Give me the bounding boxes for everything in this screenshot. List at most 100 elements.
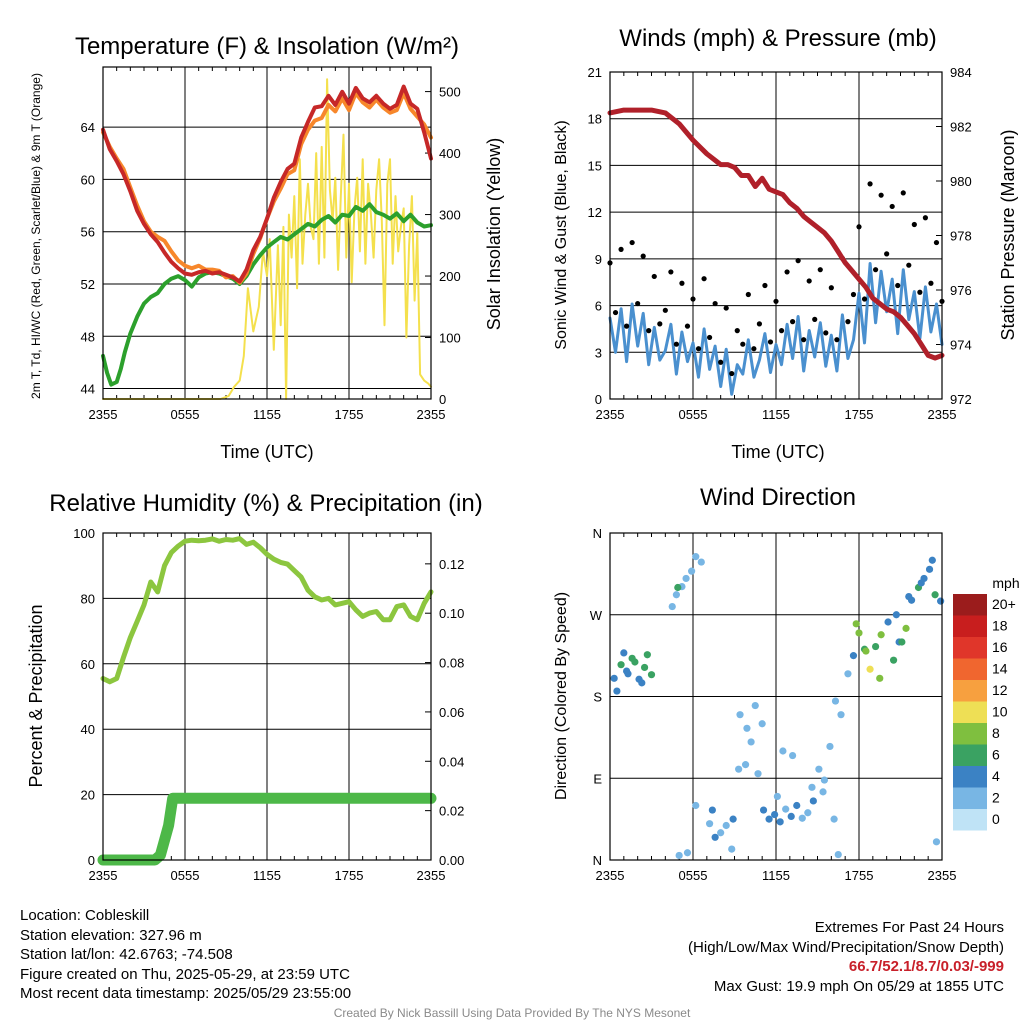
gust-point xyxy=(612,309,619,316)
y2-tick-label: 0.00 xyxy=(439,853,464,868)
insolation-series xyxy=(102,78,432,400)
gust-point xyxy=(629,239,635,246)
direction-point xyxy=(773,792,781,801)
colorbar-label: 20+ xyxy=(992,596,1016,612)
gust-point xyxy=(812,316,818,322)
colorbar-swatch xyxy=(953,680,987,702)
direction-point xyxy=(711,833,719,841)
y2-tick-label: 984 xyxy=(950,65,972,80)
gust-point xyxy=(900,190,906,196)
y-tick-label: 15 xyxy=(588,158,602,173)
y2-tick-label: 500 xyxy=(439,85,461,100)
plot-frame xyxy=(102,66,432,400)
y2-tick-label: 200 xyxy=(439,269,461,284)
colorbar-label: 6 xyxy=(992,747,1000,763)
panel-title: Winds (mph) & Pressure (mb) xyxy=(619,25,936,52)
y-tick-label: 6 xyxy=(595,299,602,314)
gust-point xyxy=(668,269,674,275)
direction-point xyxy=(692,801,700,810)
gust-point xyxy=(801,337,807,343)
y2-tick-label: 0.06 xyxy=(439,705,464,720)
y2-tick-label: 400 xyxy=(439,146,461,161)
x-tick-label: 1755 xyxy=(845,407,874,422)
y-tick-label: N xyxy=(593,526,602,541)
direction-point xyxy=(674,583,682,592)
panel-humidity: 2355 0555 1155 1755 23550204060801000.000.02… xyxy=(26,490,483,883)
gust-point xyxy=(856,224,862,230)
plot-frame xyxy=(102,532,432,861)
direction-point xyxy=(844,670,852,678)
direction-point xyxy=(743,724,751,732)
gust-point xyxy=(933,239,940,246)
gust-point xyxy=(895,282,901,289)
gust-point xyxy=(690,296,696,302)
panel-title: Relative Humidity (%) & Precipitation (i… xyxy=(49,490,482,517)
direction-point xyxy=(672,591,681,599)
colorbar-swatch xyxy=(953,615,987,637)
gust-point xyxy=(817,267,823,273)
direction-point xyxy=(617,661,625,669)
y-tick-label: 3 xyxy=(595,345,602,360)
x-tick-label: 0555 xyxy=(679,868,708,883)
colorbar-label: 16 xyxy=(992,639,1008,655)
direction-point xyxy=(643,651,651,659)
direction-point xyxy=(826,742,834,751)
x-tick-label: 2355 xyxy=(928,868,957,883)
station-elevation: Station elevation: 327.96 m xyxy=(20,926,202,944)
colorbar-title: mph xyxy=(992,575,1019,591)
gust-point xyxy=(707,334,713,341)
direction-point xyxy=(682,574,690,583)
x-tick-label: 1755 xyxy=(845,868,874,883)
direction-point xyxy=(884,618,892,626)
colorbar-label: 8 xyxy=(992,725,1000,741)
x-tick-label: 1755 xyxy=(335,868,364,883)
y-tick-label: 64 xyxy=(81,120,95,135)
x-tick-label: 0555 xyxy=(171,868,200,883)
colorbar-label: 18 xyxy=(992,618,1008,634)
direction-point xyxy=(758,720,766,728)
direction-point xyxy=(819,788,827,796)
direction-point xyxy=(668,602,676,611)
direction-point xyxy=(937,597,945,605)
colorbar-swatch xyxy=(953,744,987,766)
direction-point xyxy=(735,765,743,773)
y2-tick-label: 100 xyxy=(439,331,461,346)
gust-point xyxy=(778,328,785,334)
station-latlon: Station lat/lon: 42.6763; -74.508 xyxy=(20,946,233,963)
x-axis-label: Time (UTC) xyxy=(220,442,313,462)
panel-title: Temperature (F) & Insolation (W/m²) xyxy=(75,33,459,60)
colorbar-swatch xyxy=(953,787,987,809)
gust-point xyxy=(795,258,801,264)
y-axis-label: Percent & Precipitation xyxy=(26,604,46,787)
gust-point xyxy=(684,323,691,329)
gust-point xyxy=(922,215,929,221)
direction-point xyxy=(647,671,656,679)
direction-point xyxy=(876,674,884,682)
y-tick-label: 40 xyxy=(81,722,95,737)
temp-2m-series xyxy=(101,84,433,284)
y2-tick-label: 0.12 xyxy=(439,557,464,572)
gust-point xyxy=(651,273,657,280)
direction-point xyxy=(932,838,941,846)
gust-point xyxy=(928,280,934,286)
gust-point xyxy=(662,307,668,313)
wind-speed-series xyxy=(608,262,944,396)
direction-point xyxy=(620,649,628,657)
gust-point xyxy=(756,321,763,327)
direction-point xyxy=(706,820,714,828)
y-tick-label: W xyxy=(590,608,603,623)
y2-tick-label: 974 xyxy=(950,338,972,353)
y-tick-label: 18 xyxy=(588,112,602,127)
direction-point xyxy=(722,821,730,830)
y-tick-label: 80 xyxy=(81,591,95,606)
panel-winds: 2355 0555 1155 1755 235503691215182197297497… xyxy=(553,25,1018,462)
x-tick-label: 2355 xyxy=(89,868,118,883)
direction-point xyxy=(793,801,801,810)
gust-point xyxy=(745,291,751,298)
direction-point xyxy=(751,701,759,710)
direction-point xyxy=(754,770,762,778)
direction-point xyxy=(830,815,838,823)
gust-point xyxy=(729,370,735,377)
gust-point xyxy=(635,300,641,307)
colorbar-swatch xyxy=(953,637,987,659)
